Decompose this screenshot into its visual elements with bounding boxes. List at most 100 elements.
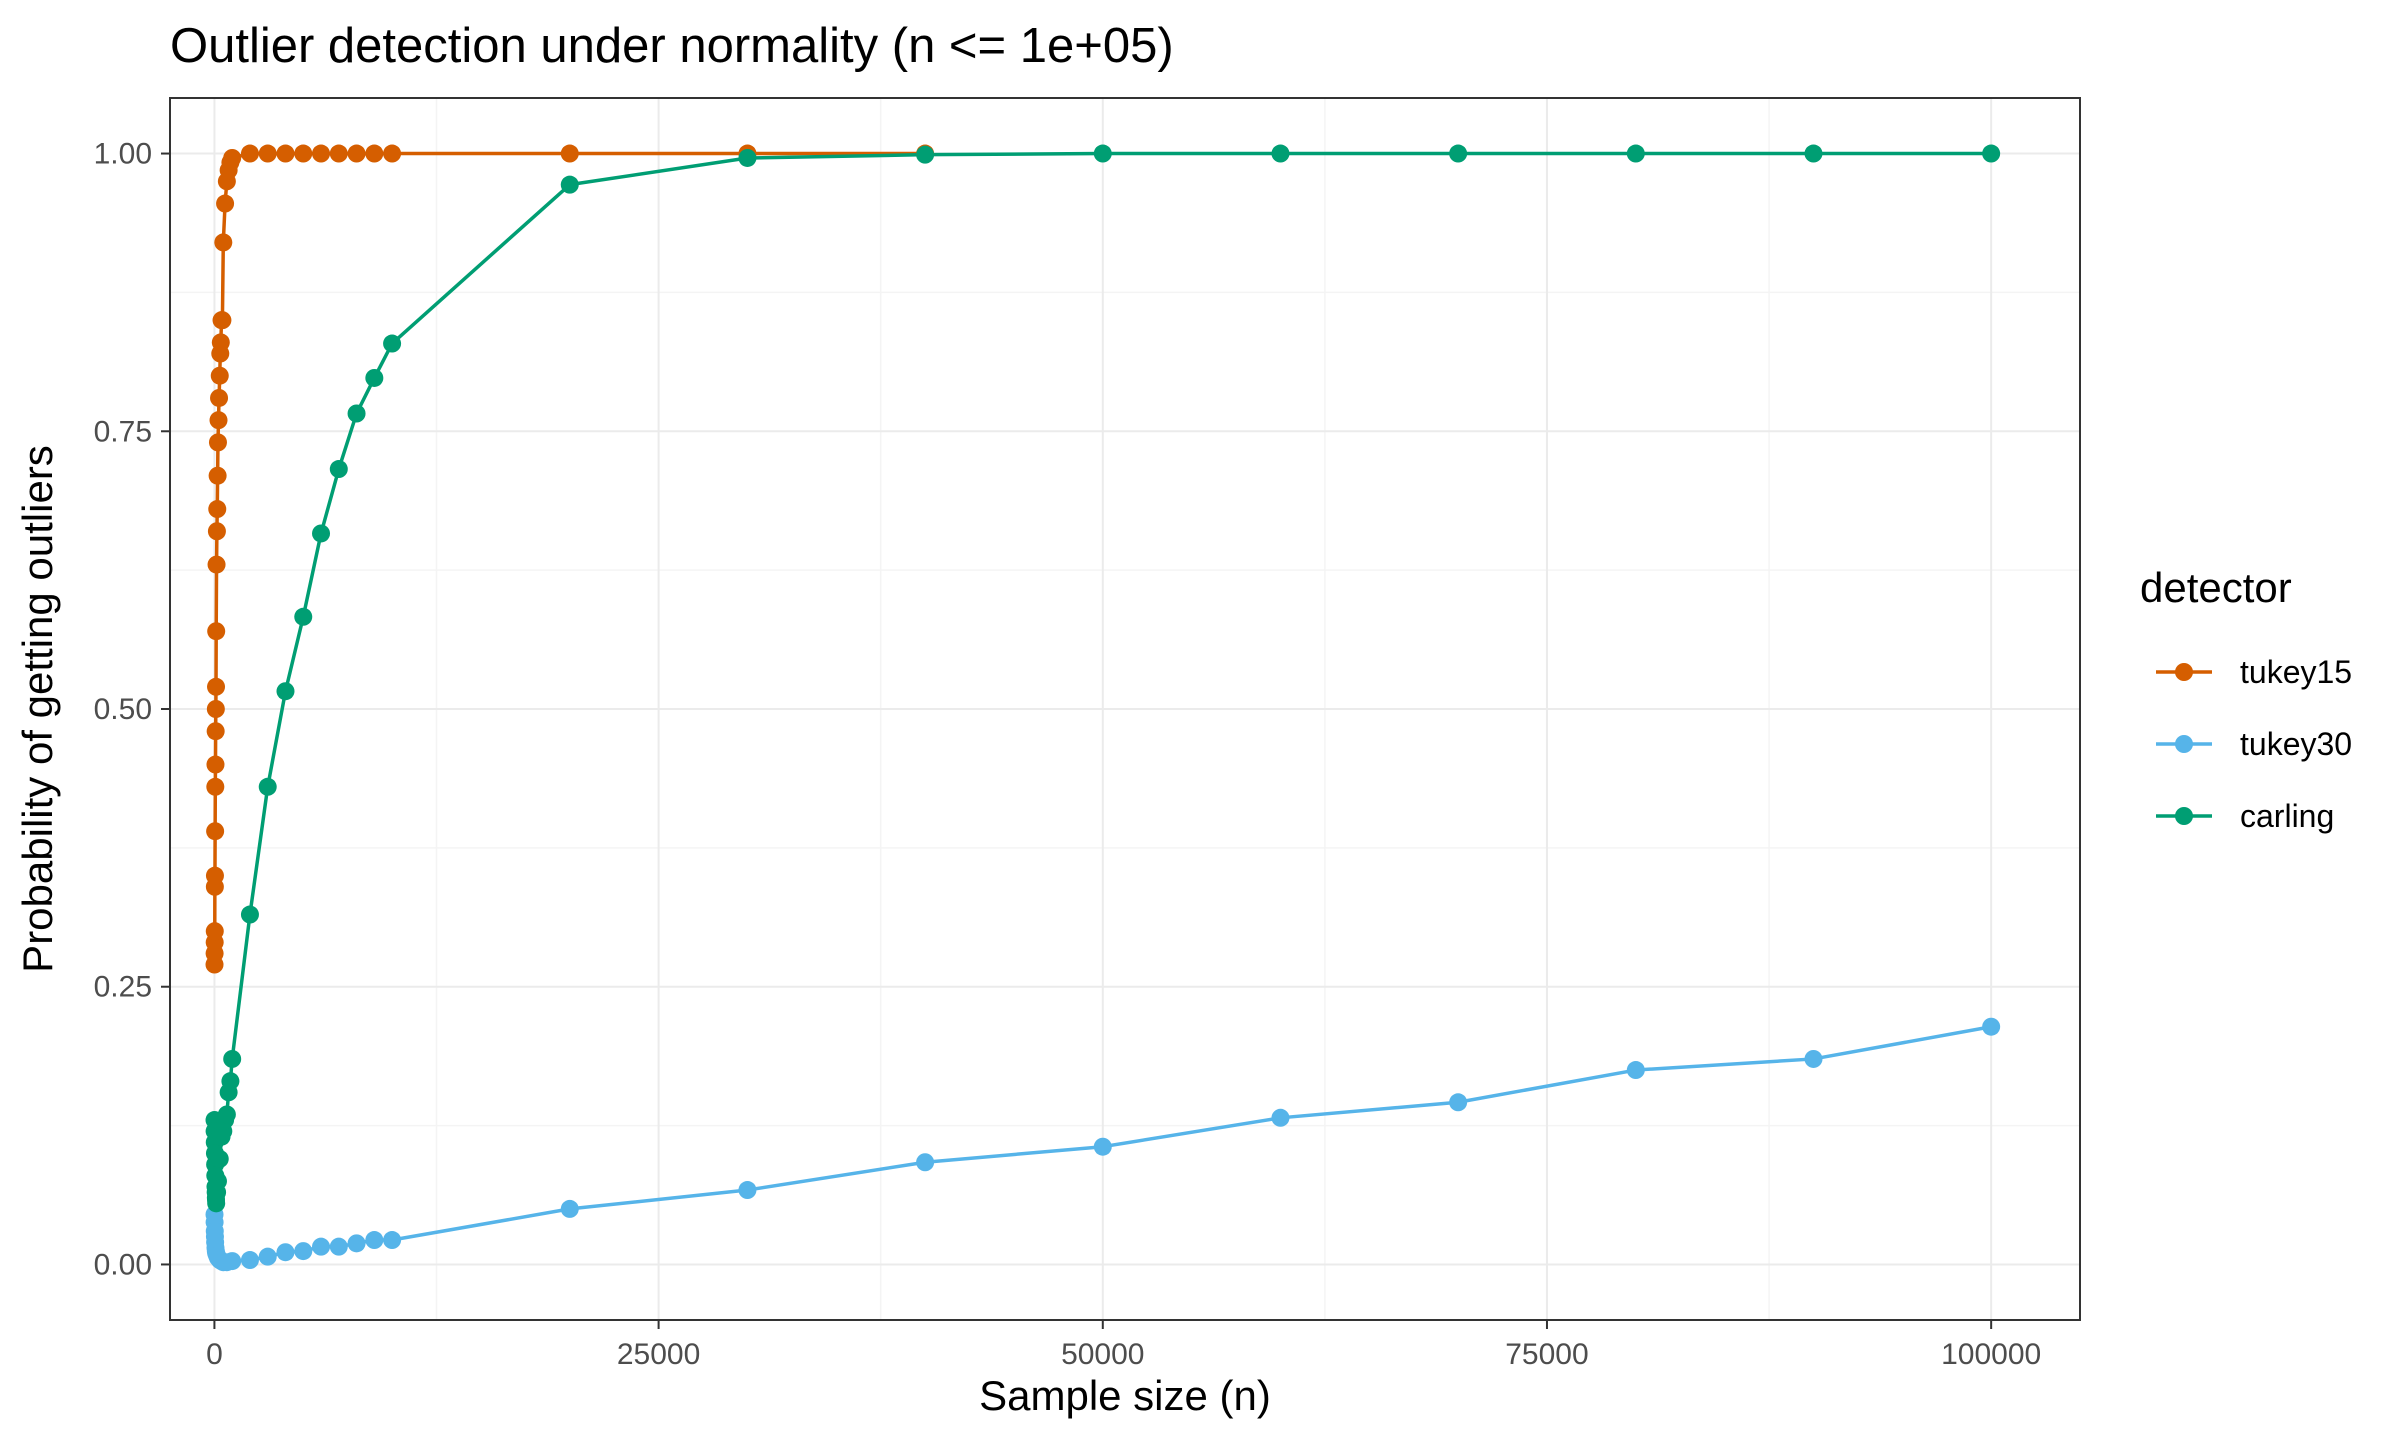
point-tukey30 xyxy=(383,1231,402,1250)
point-tukey30 xyxy=(347,1234,366,1253)
legend-marker xyxy=(2175,663,2193,681)
point-tukey15 xyxy=(206,777,225,796)
point-tukey30 xyxy=(1804,1049,1823,1068)
point-carling xyxy=(312,524,331,543)
point-tukey30 xyxy=(223,1252,242,1271)
point-tukey30 xyxy=(240,1251,259,1270)
point-carling xyxy=(1093,144,1112,163)
x-tick-label: 25000 xyxy=(617,1338,700,1371)
point-tukey30 xyxy=(1093,1137,1112,1156)
x-tick-label: 50000 xyxy=(1061,1338,1144,1371)
x-axis: 0 25000 50000 75000 100000 xyxy=(206,1320,2041,1371)
y-tick-label: 0.75 xyxy=(94,415,152,448)
point-carling xyxy=(1804,144,1823,163)
point-tukey15 xyxy=(240,144,259,163)
x-axis-title: Sample size (n) xyxy=(979,1372,1271,1419)
point-tukey15 xyxy=(208,433,227,452)
y-axis: 0.00 0.25 0.50 0.75 1.00 xyxy=(94,138,170,1281)
legend-marker xyxy=(2175,807,2193,825)
point-tukey15 xyxy=(208,466,227,485)
point-tukey15 xyxy=(365,144,384,163)
point-tukey30 xyxy=(738,1181,757,1200)
point-tukey15 xyxy=(209,411,228,430)
x-tick-label: 100000 xyxy=(1941,1338,2041,1371)
point-carling xyxy=(258,777,277,796)
y-tick-label: 1.00 xyxy=(94,138,152,171)
point-tukey15 xyxy=(206,822,225,841)
y-tick-label: 0.50 xyxy=(94,693,152,726)
point-tukey15 xyxy=(294,144,313,163)
point-tukey30 xyxy=(1982,1017,2001,1036)
legend-marker xyxy=(2175,735,2193,753)
plot-panel xyxy=(169,97,2081,1321)
legend-label: tukey30 xyxy=(2240,726,2352,762)
point-carling xyxy=(294,607,313,626)
y-tick-label: 0.00 xyxy=(94,1248,152,1281)
grid-lines xyxy=(170,98,2080,1320)
point-tukey30 xyxy=(258,1247,277,1266)
point-tukey15 xyxy=(206,755,225,774)
point-tukey30 xyxy=(276,1243,295,1262)
point-carling xyxy=(221,1072,240,1091)
point-tukey15 xyxy=(213,311,232,330)
point-carling xyxy=(223,1049,242,1068)
legend: detector tukey15 tukey30 carling xyxy=(2140,564,2352,834)
point-tukey15 xyxy=(207,522,226,541)
point-tukey15 xyxy=(206,700,225,718)
point-carling xyxy=(560,175,579,194)
point-tukey15 xyxy=(276,144,295,163)
point-tukey15 xyxy=(206,722,225,741)
point-tukey15 xyxy=(223,148,242,167)
x-tick-label: 75000 xyxy=(1505,1338,1588,1371)
point-carling xyxy=(1449,144,1468,163)
point-carling xyxy=(347,404,366,423)
point-tukey30 xyxy=(312,1237,331,1256)
legend-label: carling xyxy=(2240,798,2334,834)
point-carling xyxy=(217,1105,236,1124)
point-tukey15 xyxy=(210,366,229,385)
point-tukey15 xyxy=(211,333,230,352)
point-carling xyxy=(365,368,384,387)
point-tukey15 xyxy=(205,866,224,885)
point-carling xyxy=(1982,144,2001,163)
point-tukey30 xyxy=(365,1231,384,1250)
point-tukey30 xyxy=(1271,1108,1290,1127)
point-carling xyxy=(916,145,935,164)
point-carling xyxy=(276,682,295,701)
point-carling xyxy=(210,1149,229,1168)
point-tukey15 xyxy=(329,144,348,163)
point-tukey15 xyxy=(347,144,366,163)
legend-item-tukey15: tukey15 xyxy=(2156,654,2352,690)
point-tukey15 xyxy=(207,555,226,574)
point-tukey30 xyxy=(916,1153,935,1172)
point-carling xyxy=(240,905,259,924)
point-tukey15 xyxy=(205,922,224,941)
point-carling xyxy=(329,460,348,479)
point-tukey30 xyxy=(560,1199,579,1218)
point-tukey15 xyxy=(214,233,233,252)
legend-item-tukey30: tukey30 xyxy=(2156,726,2352,762)
chart-title: Outlier detection under normality (n <= … xyxy=(170,19,1174,73)
point-tukey30 xyxy=(294,1242,313,1261)
point-tukey15 xyxy=(560,144,579,163)
legend-label: tukey15 xyxy=(2240,654,2352,690)
point-tukey15 xyxy=(208,500,227,519)
point-tukey15 xyxy=(207,622,226,641)
point-tukey15 xyxy=(383,144,402,163)
point-tukey30 xyxy=(1449,1093,1468,1112)
point-carling xyxy=(1271,144,1290,163)
point-carling xyxy=(208,1172,227,1191)
x-tick-label: 0 xyxy=(206,1338,223,1371)
point-tukey15 xyxy=(312,144,331,163)
point-tukey15 xyxy=(210,388,229,407)
y-axis-title: Probability of getting outliers xyxy=(14,445,61,973)
point-carling xyxy=(1626,144,1645,163)
point-tukey15 xyxy=(207,677,226,696)
y-tick-label: 0.25 xyxy=(94,971,152,1004)
point-carling xyxy=(383,334,402,353)
legend-title: detector xyxy=(2140,564,2292,611)
point-tukey30 xyxy=(1626,1061,1645,1080)
point-carling xyxy=(738,148,757,167)
point-tukey15 xyxy=(258,144,277,163)
